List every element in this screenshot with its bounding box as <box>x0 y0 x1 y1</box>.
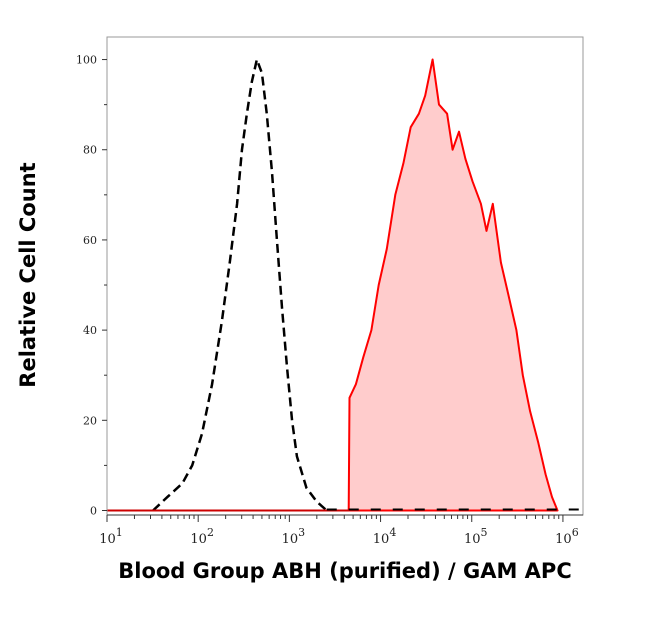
y-tick-label: 60 <box>83 234 97 247</box>
y-tick-label: 80 <box>83 144 97 157</box>
y-tick-label: 0 <box>90 504 97 517</box>
x-tick-label: 102 <box>190 526 214 547</box>
y-axis-title: Relative Cell Count <box>16 162 40 387</box>
x-axis-title: Blood Group ABH (purified) / GAM APC <box>118 559 571 583</box>
black-dashed-histogram <box>152 55 328 512</box>
y-tick-label: 40 <box>83 324 97 337</box>
x-tick-label: 105 <box>464 526 488 547</box>
x-tick-label: 103 <box>282 526 306 547</box>
y-tick-label: 20 <box>83 414 97 427</box>
y-tick-label: 100 <box>76 54 97 67</box>
x-tick-label: 104 <box>373 526 397 547</box>
red-filled-histogram <box>347 58 559 512</box>
x-tick-label: 106 <box>555 526 579 547</box>
x-tick-label: 101 <box>99 526 123 547</box>
